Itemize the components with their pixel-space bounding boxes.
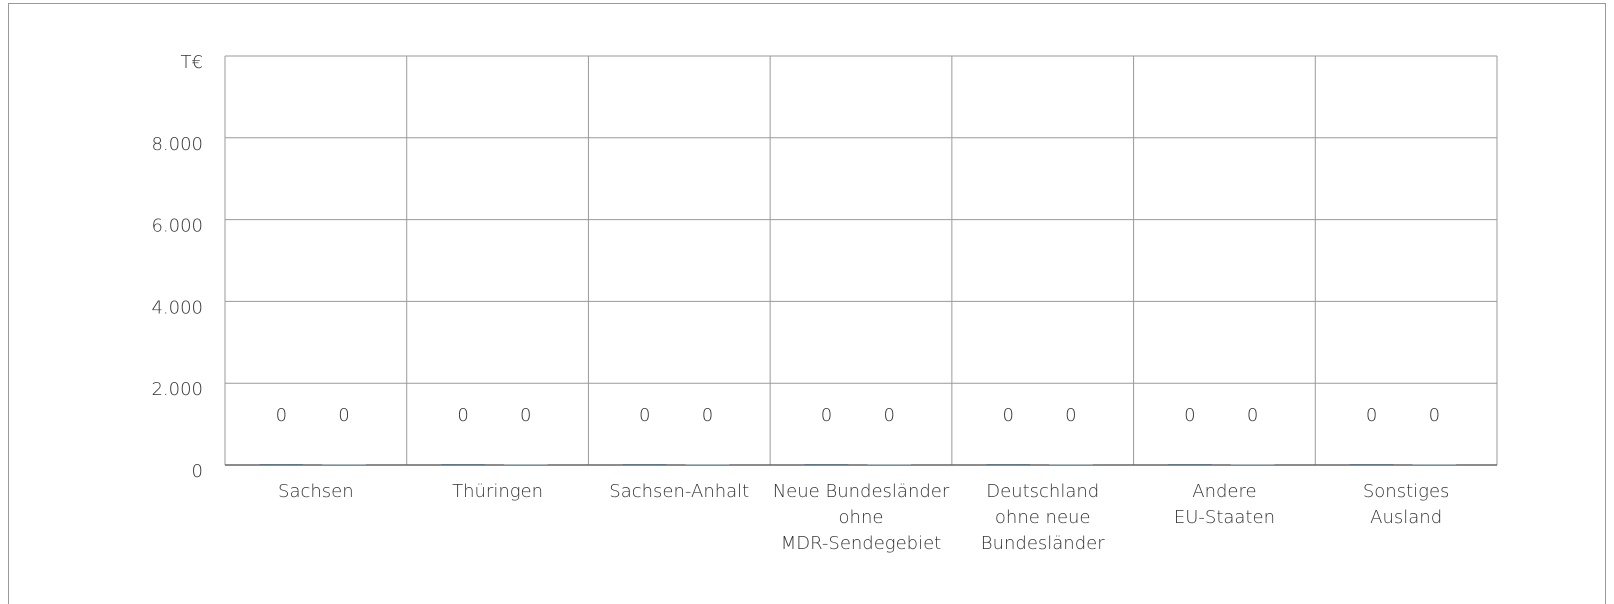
bar [622, 464, 667, 465]
bar [1349, 464, 1394, 465]
x-tick-label: Neue Bundesländer [773, 481, 950, 502]
bar [1168, 464, 1212, 465]
data-label: 0 [1247, 405, 1258, 426]
data-label: 0 [457, 405, 468, 426]
data-label: 0 [1065, 405, 1076, 426]
data-label: 0 [520, 405, 531, 426]
x-tick-label: ohne neue [995, 507, 1091, 528]
data-label: 0 [702, 405, 713, 426]
bar [986, 464, 1030, 465]
x-tick-label: Ausland [1370, 507, 1442, 528]
x-tick-label: Sachsen [278, 481, 354, 502]
bar [867, 464, 911, 465]
y-axis-label: T€ [181, 52, 203, 73]
data-label: 0 [821, 405, 832, 426]
bar [1230, 464, 1275, 465]
y-tick-label: 8.000 [151, 134, 203, 155]
y-tick-label: 6.000 [151, 216, 203, 237]
x-tick-label: ohne [839, 507, 884, 528]
data-label: 0 [276, 405, 287, 426]
bar [1412, 464, 1457, 465]
data-label: 0 [338, 405, 349, 426]
bar [1049, 464, 1093, 465]
bar [503, 464, 548, 465]
bar [322, 464, 366, 465]
bar [441, 464, 485, 465]
bar [804, 464, 849, 465]
x-tick-label: Thüringen [452, 481, 543, 502]
data-label: 0 [883, 405, 894, 426]
x-tick-label: Bundesländer [981, 533, 1105, 554]
data-label: 0 [1002, 405, 1013, 426]
data-label: 0 [1366, 405, 1377, 426]
frame [8, 3, 1606, 604]
x-tick-label: Andere [1192, 481, 1256, 502]
x-tick-label: Sonstiges [1363, 481, 1450, 502]
x-tick-label: Deutschland [986, 481, 1099, 502]
bar [685, 464, 730, 465]
y-tick-label: 2.000 [151, 379, 203, 400]
data-label: 0 [1184, 405, 1195, 426]
x-tick-label: MDR-Sendegebiet [781, 533, 942, 554]
y-tick-label: 4.000 [151, 297, 203, 318]
bar [259, 464, 304, 465]
y-tick-label: 0 [192, 461, 203, 482]
x-tick-label: EU-Staaten [1174, 507, 1275, 528]
x-tick-label: Sachsen-Anhalt [609, 481, 749, 502]
data-label: 0 [1429, 405, 1440, 426]
data-label: 0 [639, 405, 650, 426]
